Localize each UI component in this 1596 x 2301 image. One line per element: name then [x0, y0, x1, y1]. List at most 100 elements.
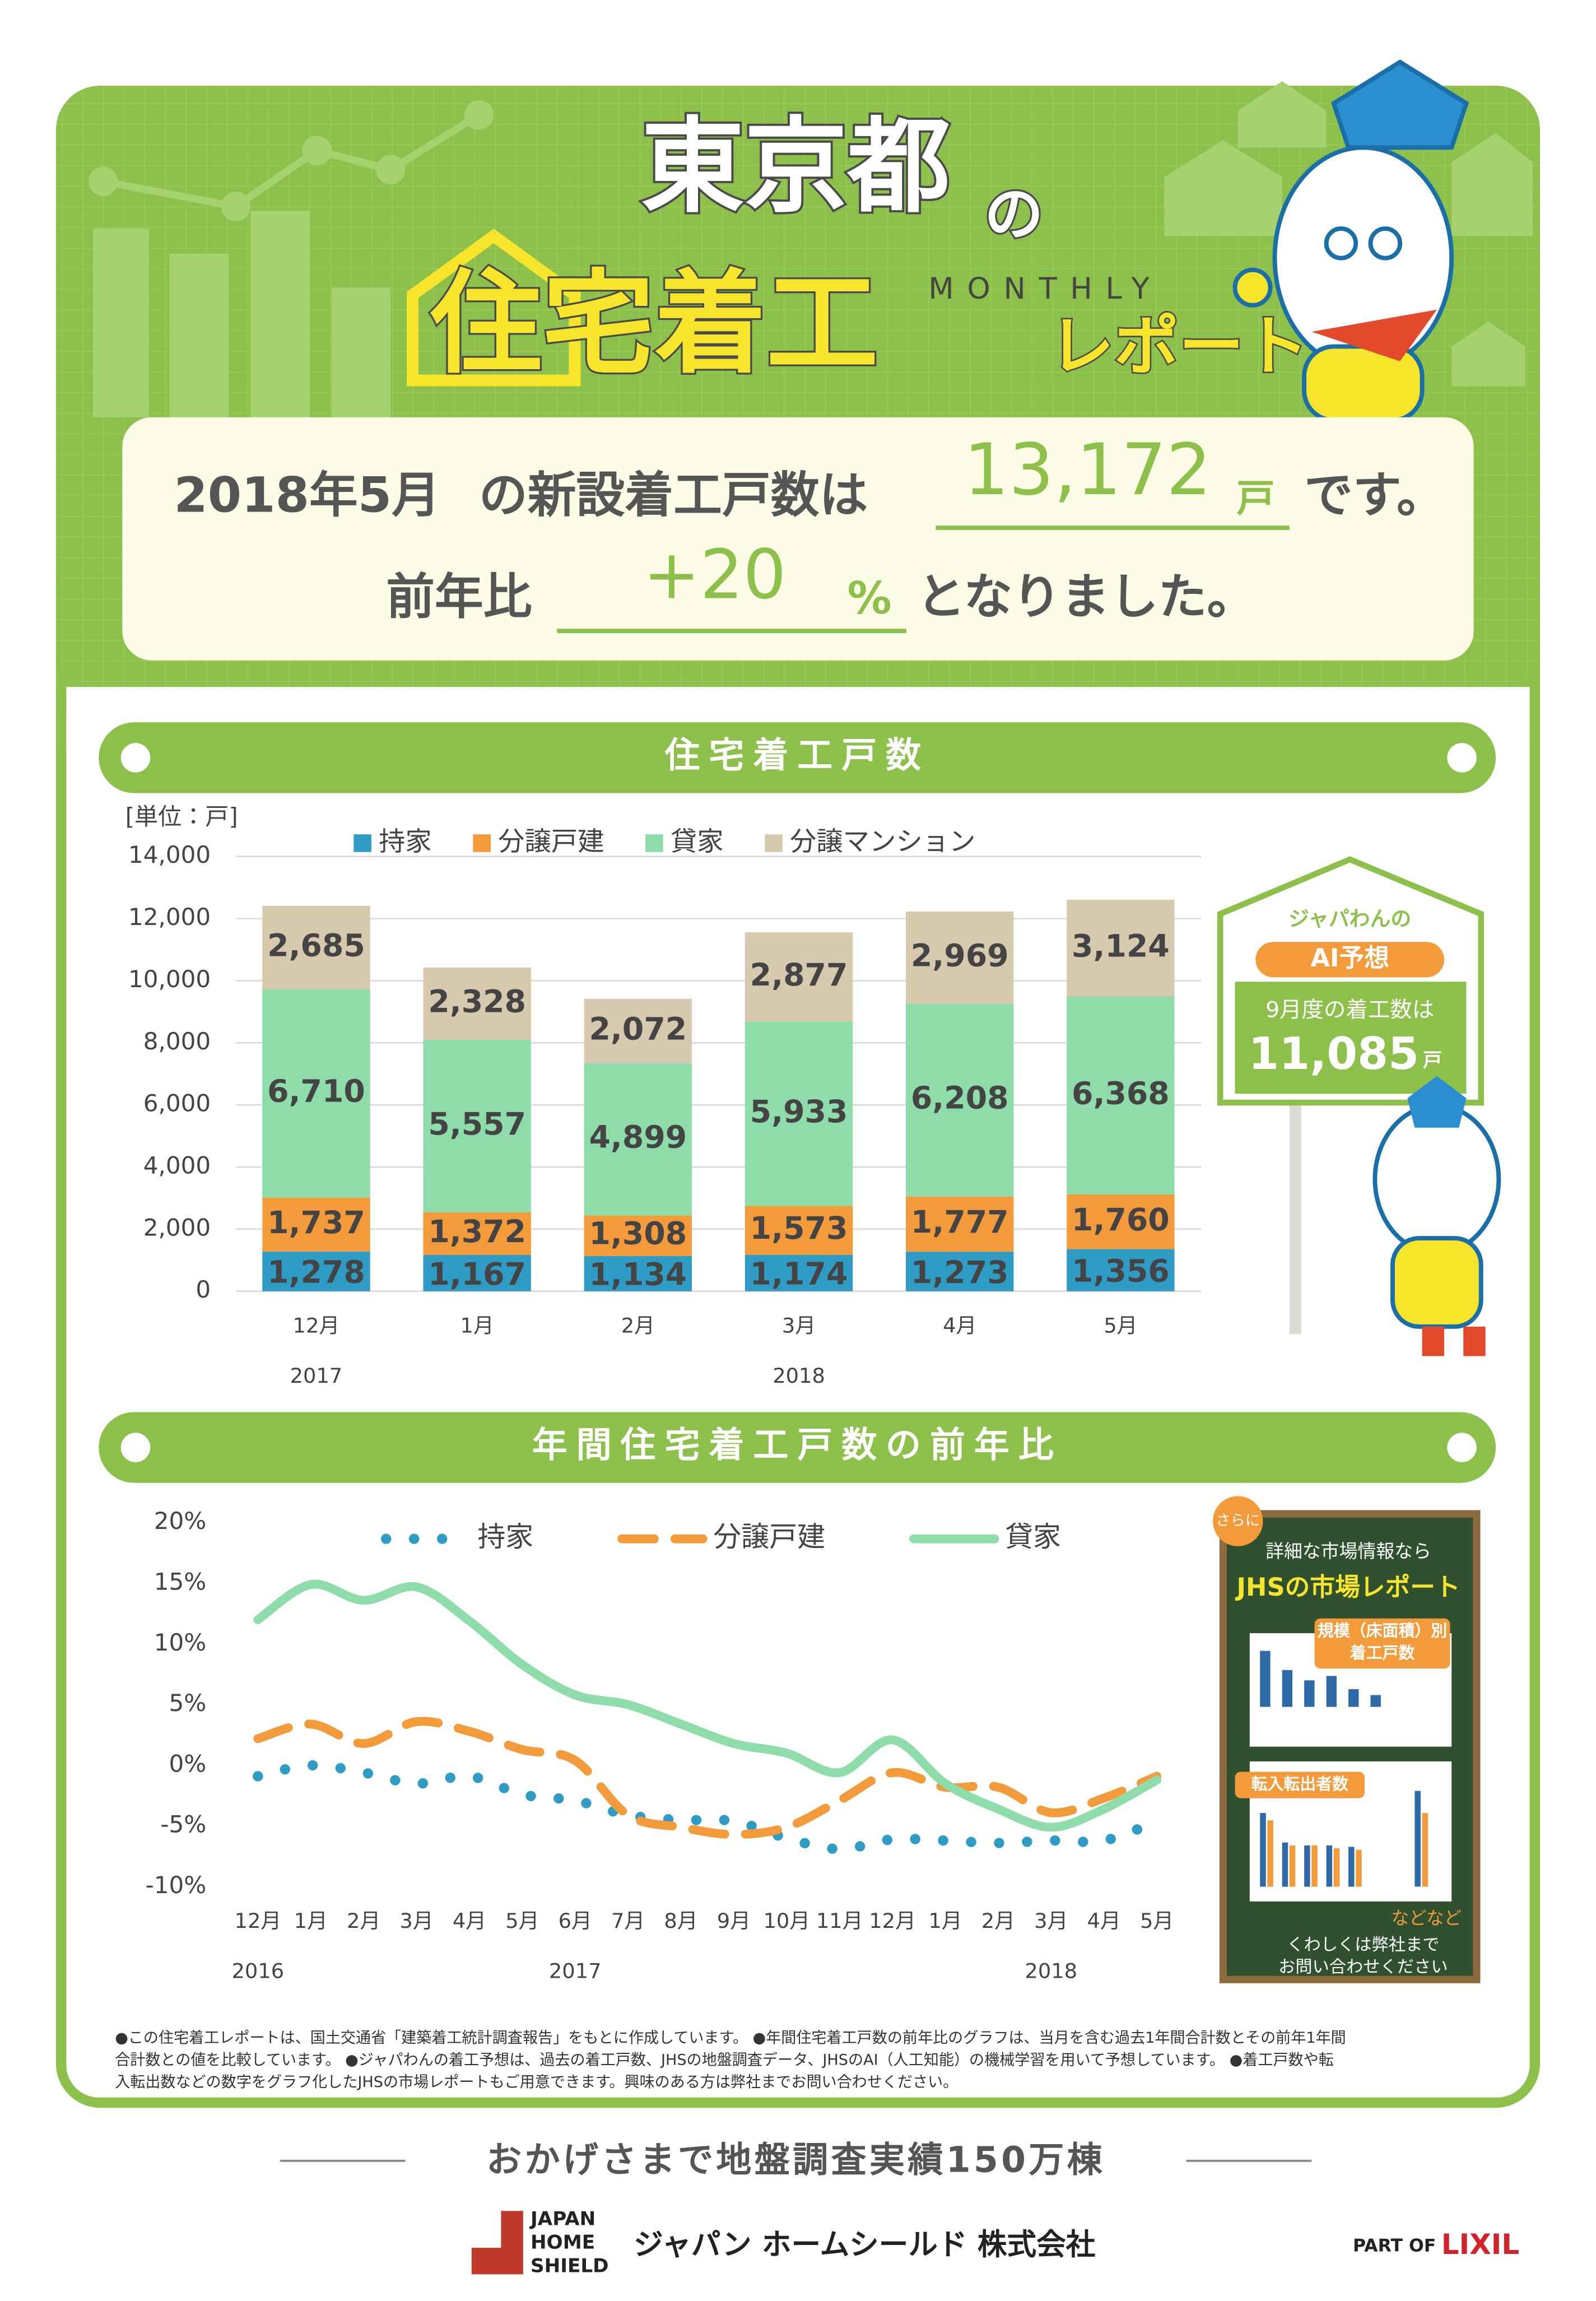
y-tick-label: 5%	[169, 1689, 207, 1717]
bar-segment	[745, 1254, 853, 1291]
legend-swatch	[473, 834, 491, 852]
value-label: 5,557	[428, 1107, 526, 1142]
legend-swatch	[353, 834, 371, 852]
x-tick-label: 5月	[1140, 1909, 1174, 1933]
summary-box	[122, 417, 1474, 661]
chart-title: 年間住宅着工戸数の前年比	[532, 1424, 1063, 1466]
x-tick-label: 5月	[505, 1909, 539, 1933]
bar-segment	[906, 911, 1014, 1004]
year-label: 2017	[549, 1959, 602, 1983]
value-label: 6,208	[911, 1081, 1009, 1117]
bar-segment	[423, 1039, 531, 1212]
y-tick-label: -10%	[146, 1871, 207, 1899]
legend-swatch	[645, 834, 663, 852]
bar-segment	[745, 1021, 853, 1206]
chart-title: 住宅着工戸数	[664, 735, 929, 776]
y-tick-label: 0	[196, 1276, 211, 1303]
part-of: PART OF	[1353, 2235, 1436, 2256]
y-tick-label: 15%	[154, 1568, 207, 1596]
value-label: 1,174	[750, 1257, 848, 1293]
y-tick-label: -5%	[160, 1811, 206, 1838]
value-label: 2,685	[267, 928, 365, 964]
legend-swatch	[765, 834, 783, 852]
monthly: MONTHLY	[928, 272, 1162, 306]
bar-segment	[745, 1206, 853, 1255]
promo-tag: 転入転出者数	[1251, 1774, 1348, 1793]
bar-segment	[1067, 997, 1175, 1195]
x-tick-label: 3月	[1034, 1909, 1068, 1933]
year-label: 2017	[290, 1364, 343, 1388]
x-tick-label: 2月	[621, 1313, 655, 1337]
promo-thumbnail	[1235, 1618, 1452, 1902]
promo-badge-text: さらに	[1216, 1513, 1260, 1530]
promo-tag: 着工戸数	[1350, 1643, 1415, 1662]
bar-segment	[262, 989, 370, 1198]
value-label: 1,737	[267, 1205, 365, 1241]
company: ジャパン ホームシールド 株式会社	[634, 2228, 1095, 2262]
x-tick-label: 3月	[782, 1313, 816, 1337]
house-frame	[407, 229, 581, 387]
legend-label: 貸家	[671, 826, 724, 857]
promo-etc: などなど	[1392, 1908, 1462, 1928]
y-tick-label: 6,000	[143, 1090, 211, 1117]
bar-segment	[584, 1215, 692, 1256]
yoy-text: 前年比	[386, 569, 532, 625]
bar-segment	[423, 1212, 531, 1256]
mascot	[1372, 1076, 1501, 1356]
period: 2018年5月	[174, 467, 440, 523]
promo-lead: 詳細な市場情報なら	[1265, 1540, 1431, 1562]
logo-text: HOME	[531, 2232, 595, 2254]
legend-label: 分譲マンション	[790, 826, 975, 857]
x-tick-label: 12月	[235, 1909, 282, 1933]
title: 東京都	[641, 107, 950, 227]
x-tick-label: 5月	[1104, 1313, 1137, 1337]
x-tick-label: 4月	[943, 1313, 976, 1337]
bar-segment	[1067, 899, 1175, 997]
x-tick-label: 7月	[611, 1909, 645, 1933]
starts-unit: 戸	[1236, 477, 1274, 521]
line-series	[253, 1717, 1161, 1839]
sign-pill	[1255, 942, 1445, 978]
year-label: 2018	[1025, 1959, 1077, 1983]
yoy-unit: %	[848, 573, 892, 624]
bar-segment	[423, 967, 531, 1040]
y-tick-label: 4,000	[143, 1152, 211, 1179]
y-tick-label: 10,000	[128, 965, 211, 993]
bar-segment	[262, 905, 370, 989]
value-label: 2,877	[750, 957, 848, 993]
x-tick-label: 1月	[928, 1909, 962, 1933]
sign-pole	[1289, 1098, 1301, 1335]
value-label: 3,124	[1072, 929, 1170, 965]
value-label: 2,969	[911, 938, 1009, 974]
value-label: 1,273	[911, 1255, 1009, 1291]
year-label: 2016	[232, 1959, 285, 1983]
x-tick-label: 8月	[664, 1909, 697, 1933]
bar-segment	[584, 1063, 692, 1216]
bar-segment	[262, 1197, 370, 1252]
summary-text: です。	[1304, 467, 1445, 523]
y-tick-label: 0%	[169, 1750, 207, 1777]
y-tick-label: 20%	[154, 1507, 207, 1535]
section-pill	[99, 722, 1496, 1483]
tagline: おかげさまで地盤調査実績150万棟	[486, 2139, 1105, 2181]
mascot	[1232, 59, 1469, 422]
x-tick-label: 6月	[559, 1909, 592, 1933]
x-tick-label: 12月	[869, 1909, 916, 1933]
promo-tag: 規模（床面積）別	[1318, 1621, 1447, 1640]
value-label: 1,278	[267, 1255, 365, 1291]
value-label: 2,328	[428, 984, 526, 1020]
value-label: 5,933	[750, 1094, 848, 1130]
value-label: 1,372	[428, 1214, 526, 1250]
summary-text: となりました。	[916, 569, 1255, 625]
note: 入転出数などの数字をグラフ化したJHSの市場レポートもご用意できます。興味のある…	[115, 2074, 958, 2091]
report-label: レポート	[1049, 309, 1309, 384]
value-label: 4,899	[589, 1120, 687, 1156]
legend-label: 持家	[477, 1521, 533, 1553]
logo-text: SHIELD	[531, 2255, 608, 2277]
bar-segment	[262, 1251, 370, 1291]
year-label: 2018	[773, 1364, 825, 1388]
bar-segment	[906, 1252, 1014, 1291]
value-label: 1,760	[1072, 1202, 1170, 1238]
logo-mark	[471, 2211, 523, 2275]
